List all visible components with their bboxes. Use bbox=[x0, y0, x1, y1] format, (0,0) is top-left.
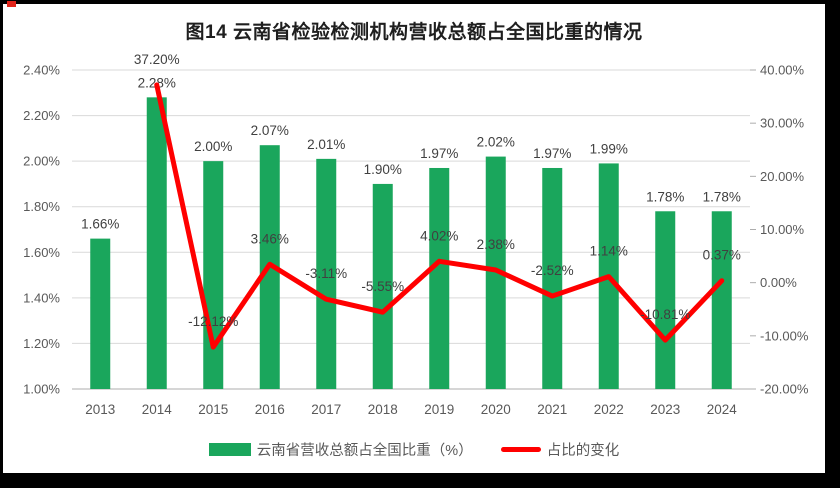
bar-2023 bbox=[655, 211, 676, 389]
x-axis-label: 2019 bbox=[424, 402, 454, 417]
bar-data-label: 2.02% bbox=[477, 135, 515, 150]
x-axis-label: 2017 bbox=[311, 402, 341, 417]
right-axis-tick-label: 0.00% bbox=[760, 275, 797, 290]
bar-2013 bbox=[90, 238, 111, 389]
bar-2021 bbox=[542, 167, 563, 389]
chart-title: 图14 云南省检验检测机构营收总额占全国比重的情况 bbox=[185, 22, 643, 43]
x-axis-label: 2022 bbox=[594, 402, 624, 417]
bar-2014 bbox=[146, 97, 167, 389]
bar-2020 bbox=[485, 156, 506, 389]
legend-bar-series-label: 云南省营收总额占全国比重（%） bbox=[256, 442, 473, 459]
left-axis-tick-label: 2.00% bbox=[23, 154, 60, 169]
x-axis-label: 2018 bbox=[368, 402, 398, 417]
right-axis-tick-label: 20.00% bbox=[760, 169, 805, 184]
line-series bbox=[154, 82, 725, 350]
x-axis-label: 2016 bbox=[255, 402, 285, 417]
bar-data-label: 2.00% bbox=[194, 139, 232, 154]
right-axis-tick-label: -10.00% bbox=[760, 328, 809, 343]
bar-data-label: 1.97% bbox=[533, 146, 571, 161]
line-data-label: -10.81% bbox=[640, 307, 690, 322]
line-data-label: -12.12% bbox=[188, 314, 238, 329]
line-data-label: 1.14% bbox=[590, 244, 628, 259]
x-axis-label: 2014 bbox=[142, 402, 173, 417]
left-axis-tick-label: 1.20% bbox=[23, 336, 60, 351]
bar-data-label: 1.66% bbox=[81, 217, 119, 232]
right-axis-tick-label: 30.00% bbox=[760, 116, 805, 131]
bar-data-label: 1.78% bbox=[703, 189, 741, 204]
line-data-label: -3.11% bbox=[305, 266, 347, 281]
bar-data-label: 2.07% bbox=[251, 123, 289, 138]
chart-svg: 2.40% 2.20% 2.00% 1.80% 1.60% 1.40% 1.20% 1.00%… bbox=[23, 52, 809, 417]
right-axis-tick-label: -20.00% bbox=[760, 382, 809, 397]
x-axis-label: 2020 bbox=[481, 402, 511, 417]
chart-canvas: 图14 云南省检验检测机构营收总额占全国比重的情况 2.40% 2.20% 2.00… bbox=[3, 4, 825, 473]
legend-line-series-label: 占比的变化 bbox=[546, 442, 620, 459]
left-axis-tick-label: 1.80% bbox=[23, 199, 60, 214]
bar-data-label: 1.99% bbox=[590, 141, 628, 156]
left-axis-tick-label: 2.20% bbox=[23, 108, 60, 123]
bar-2015 bbox=[203, 161, 224, 389]
line-data-label: 3.46% bbox=[251, 231, 289, 246]
x-axis-label: 2024 bbox=[707, 402, 738, 417]
x-axis-label: 2021 bbox=[537, 402, 567, 417]
bar-data-label: 1.78% bbox=[646, 189, 684, 204]
line-data-label: 37.20% bbox=[134, 52, 180, 67]
right-axis-tick-label: 40.00% bbox=[760, 63, 805, 78]
bar-data-label: 1.90% bbox=[364, 162, 402, 177]
line-data-label: 4.02% bbox=[420, 228, 458, 243]
x-axis-label: 2013 bbox=[85, 402, 115, 417]
legend: 云南省营收总额占全国比重（%） 占比的变化 bbox=[3, 439, 825, 459]
legend-bar-swatch-icon bbox=[208, 442, 251, 456]
red-marker-icon bbox=[7, 1, 16, 7]
line-data-label: -2.52% bbox=[531, 263, 574, 278]
left-axis-tick-label: 1.00% bbox=[23, 382, 60, 397]
bar-data-label: 1.97% bbox=[420, 146, 458, 161]
legend-line-swatch-icon bbox=[500, 446, 541, 452]
x-axis-label: 2023 bbox=[650, 402, 680, 417]
bar-2017 bbox=[316, 158, 337, 389]
x-axis-label: 2015 bbox=[198, 402, 228, 417]
bar-2019 bbox=[429, 167, 450, 389]
line-data-label: 0.37% bbox=[703, 248, 741, 263]
bar-2024 bbox=[711, 211, 732, 389]
bar-2018 bbox=[372, 183, 393, 389]
left-axis-tick-label: 2.40% bbox=[23, 63, 60, 78]
line-data-label: 2.38% bbox=[477, 237, 515, 252]
right-axis-tick-label: 10.00% bbox=[760, 222, 805, 237]
line-data-label: -5.55% bbox=[361, 279, 404, 294]
left-axis-tick-label: 1.40% bbox=[23, 290, 60, 305]
left-axis-tick-label: 1.60% bbox=[23, 245, 60, 260]
bar-data-label: 2.01% bbox=[307, 137, 345, 152]
